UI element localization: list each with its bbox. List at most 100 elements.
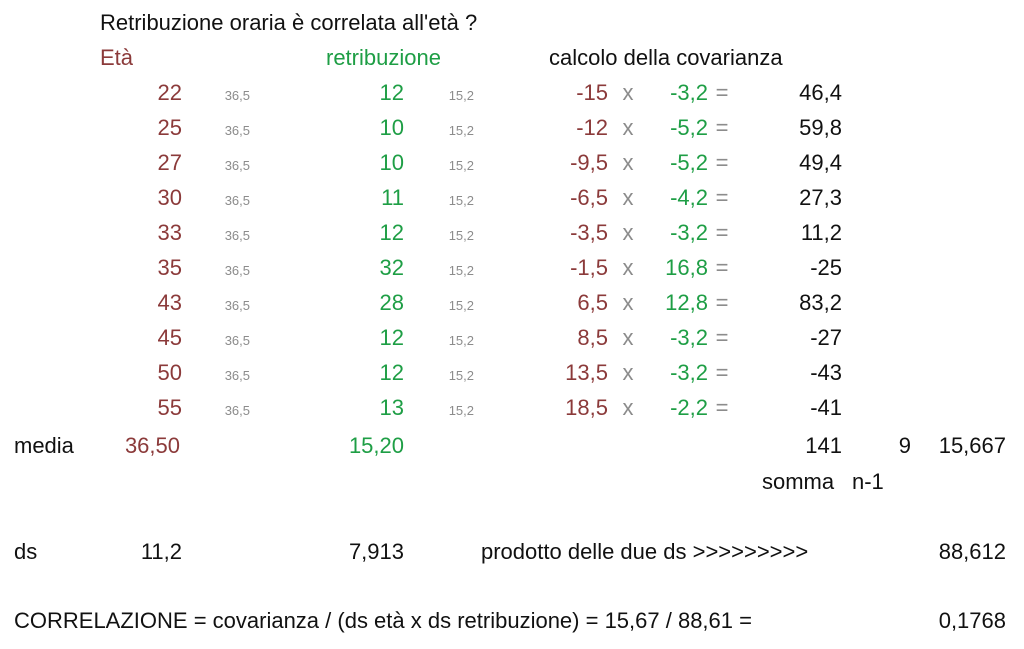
prodotto-deviazioni: -25 [810, 255, 842, 280]
eta-value: 43 [157, 290, 182, 315]
equals-sign: = [715, 150, 729, 175]
somma-value: 141 [805, 433, 842, 458]
retr-mean-value: 15,2 [448, 228, 474, 243]
retr-mean-value: 15,2 [448, 403, 474, 418]
eta-value: 25 [157, 115, 182, 140]
multiply-sign: x [622, 115, 634, 140]
retribuzione-value: 12 [379, 80, 404, 105]
deviazione-retr: -4,2 [670, 185, 708, 210]
retr-mean-value: 15,2 [448, 193, 474, 208]
deviazione-eta: 6,5 [577, 290, 608, 315]
eta-mean-value: 36,5 [224, 298, 250, 313]
multiply-sign: x [622, 325, 634, 350]
retr-mean-value: 15,2 [448, 88, 474, 103]
eta-mean-value: 36,5 [224, 193, 250, 208]
deviazione-eta: -15 [576, 80, 608, 105]
multiply-sign: x [622, 360, 634, 385]
covarianza-value: 15,667 [938, 433, 1006, 458]
deviazione-retr: -3,2 [670, 80, 708, 105]
ds-retribuzione: 7,913 [348, 539, 404, 564]
media-eta: 36,50 [124, 433, 180, 458]
deviazione-eta: -12 [576, 115, 608, 140]
deviazione-retr: -3,2 [670, 325, 708, 350]
multiply-sign: x [622, 290, 634, 315]
deviazione-eta: 18,5 [565, 395, 608, 420]
somma-label: somma [762, 469, 835, 494]
multiply-sign: x [622, 150, 634, 175]
deviazione-eta: -6,5 [570, 185, 608, 210]
prodotto-deviazioni: 59,8 [799, 115, 842, 140]
eta-mean-value: 36,5 [224, 368, 250, 383]
multiply-sign: x [622, 255, 634, 280]
deviazione-eta: -9,5 [570, 150, 608, 175]
ds-label: ds [14, 539, 38, 564]
retr-mean-value: 15,2 [448, 298, 474, 313]
prodotto-ds-label: prodotto delle due ds >>>>>>>>> [481, 539, 809, 564]
eta-mean-value: 36,5 [224, 88, 250, 103]
eta-mean-value: 36,5 [224, 228, 250, 243]
retribuzione-value: 12 [379, 360, 404, 385]
deviazione-retr: -3,2 [670, 220, 708, 245]
n1-value: 9 [898, 433, 911, 458]
deviazione-retr: -3,2 [670, 360, 708, 385]
eta-value: 35 [157, 255, 182, 280]
equals-sign: = [715, 325, 729, 350]
retribuzione-value: 12 [379, 325, 404, 350]
eta-value: 30 [157, 185, 182, 210]
deviazione-retr: -5,2 [670, 150, 708, 175]
eta-value: 50 [157, 360, 182, 385]
retr-mean-value: 15,2 [448, 158, 474, 173]
eta-mean-value: 36,5 [224, 123, 250, 138]
prodotto-deviazioni: 49,4 [799, 150, 842, 175]
correlazione-formula: CORRELAZIONE = covarianza / (ds età x ds… [14, 608, 752, 633]
header-covarianza: calcolo della covarianza [549, 45, 783, 70]
retr-mean-value: 15,2 [448, 368, 474, 383]
deviazione-retr: -2,2 [670, 395, 708, 420]
deviazione-retr: 16,8 [665, 255, 708, 280]
retribuzione-value: 13 [379, 395, 404, 420]
retr-mean-value: 15,2 [448, 263, 474, 278]
retr-mean-value: 15,2 [448, 123, 474, 138]
prodotto-deviazioni: -27 [810, 325, 842, 350]
prodotto-deviazioni: 27,3 [799, 185, 842, 210]
prodotto-deviazioni: 11,2 [800, 220, 842, 245]
deviazione-retr: -5,2 [670, 115, 708, 140]
retribuzione-value: 12 [379, 220, 404, 245]
retribuzione-value: 10 [379, 150, 404, 175]
deviazione-retr: 12,8 [665, 290, 708, 315]
eta-value: 33 [157, 220, 182, 245]
ds-eta: 11,2 [140, 539, 182, 564]
media-label: media [14, 433, 74, 458]
equals-sign: = [715, 115, 729, 140]
retribuzione-value: 32 [379, 255, 404, 280]
equals-sign: = [715, 80, 729, 105]
deviazione-eta: -1,5 [570, 255, 608, 280]
eta-mean-value: 36,5 [224, 263, 250, 278]
eta-mean-value: 36,5 [224, 403, 250, 418]
retribuzione-value: 10 [379, 115, 404, 140]
deviazione-eta: 13,5 [565, 360, 608, 385]
prodotto-ds-value: 88,612 [938, 539, 1006, 564]
multiply-sign: x [622, 80, 634, 105]
deviazione-eta: -3,5 [570, 220, 608, 245]
prodotto-deviazioni: 46,4 [799, 80, 842, 105]
equals-sign: = [715, 395, 729, 420]
eta-value: 27 [157, 150, 182, 175]
header-eta: Età [100, 45, 134, 70]
prodotto-deviazioni: 83,2 [799, 290, 842, 315]
page-title: Retribuzione oraria è correlata all'età … [100, 10, 478, 35]
equals-sign: = [715, 255, 729, 280]
media-retribuzione: 15,20 [348, 433, 404, 458]
multiply-sign: x [622, 395, 634, 420]
retribuzione-value: 11 [381, 185, 404, 210]
eta-value: 45 [157, 325, 182, 350]
prodotto-deviazioni: -41 [810, 395, 842, 420]
eta-value: 22 [157, 80, 182, 105]
eta-mean-value: 36,5 [224, 333, 250, 348]
equals-sign: = [715, 220, 729, 245]
prodotto-deviazioni: -43 [810, 360, 842, 385]
equals-sign: = [715, 185, 729, 210]
header-retribuzione: retribuzione [326, 45, 441, 70]
multiply-sign: x [622, 185, 634, 210]
retr-mean-value: 15,2 [448, 333, 474, 348]
